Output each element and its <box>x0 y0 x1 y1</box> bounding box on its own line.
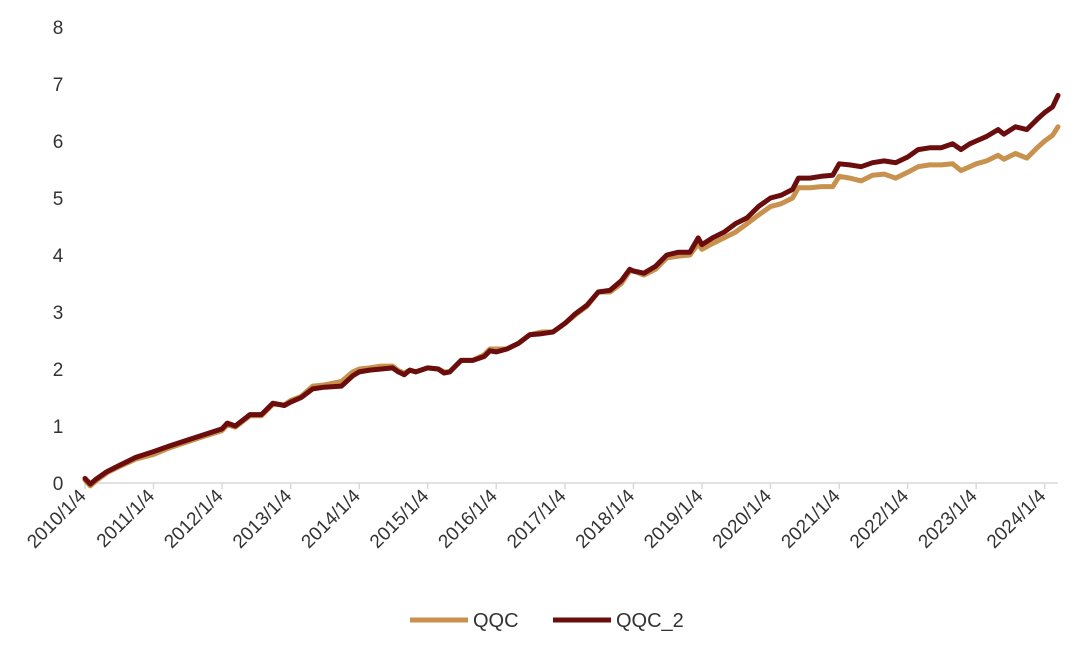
series-lines <box>82 92 1061 489</box>
series-line-qqc <box>82 124 1061 489</box>
legend-item: QQC <box>410 610 519 632</box>
y-tick-label: 7 <box>53 75 64 96</box>
x-tick-label: 2014/1/4 <box>298 485 365 552</box>
y-tick-label: 3 <box>53 303 64 324</box>
x-tick-label: 2017/1/4 <box>503 485 570 552</box>
series-line-qqc-2 <box>82 92 1061 487</box>
legend-label: QQC <box>473 610 519 632</box>
x-tick-label: 2021/1/4 <box>778 485 845 552</box>
y-tick-label: 5 <box>53 189 64 210</box>
y-tick-label: 2 <box>53 360 64 381</box>
legend-item: QQC_2 <box>553 610 684 632</box>
y-tick-label: 1 <box>53 417 64 438</box>
y-axis-tick-labels: 0 1 2 3 4 5 6 7 8 <box>53 18 64 495</box>
x-tick-label: 2015/1/4 <box>366 485 433 552</box>
y-tick-label: 8 <box>53 18 64 39</box>
x-tick-label: 2013/1/4 <box>229 485 296 552</box>
x-tick-label: 2018/1/4 <box>572 485 639 552</box>
x-tick-label: 2012/1/4 <box>160 485 227 552</box>
x-tick-label: 2020/1/4 <box>709 485 776 552</box>
x-axis-tick-labels: 2010/1/4 2011/1/4 2012/1/4 2013/1/4 2014/1/4… <box>23 483 1051 553</box>
y-tick-label: 4 <box>53 246 64 267</box>
x-tick-label: 2024/1/4 <box>983 485 1050 552</box>
legend: QQC QQC_2 <box>410 610 684 632</box>
x-tick-label: 2016/1/4 <box>435 485 502 552</box>
x-tick-label: 2023/1/4 <box>915 485 982 552</box>
y-tick-label: 0 <box>53 474 64 495</box>
x-tick-label: 2011/1/4 <box>93 485 159 551</box>
x-tick-label: 2010/1/4 <box>23 485 90 552</box>
x-tick-label: 2019/1/4 <box>640 485 707 552</box>
x-tick-label: 2022/1/4 <box>846 485 913 552</box>
legend-label: QQC_2 <box>616 610 684 632</box>
y-tick-label: 6 <box>53 132 64 153</box>
